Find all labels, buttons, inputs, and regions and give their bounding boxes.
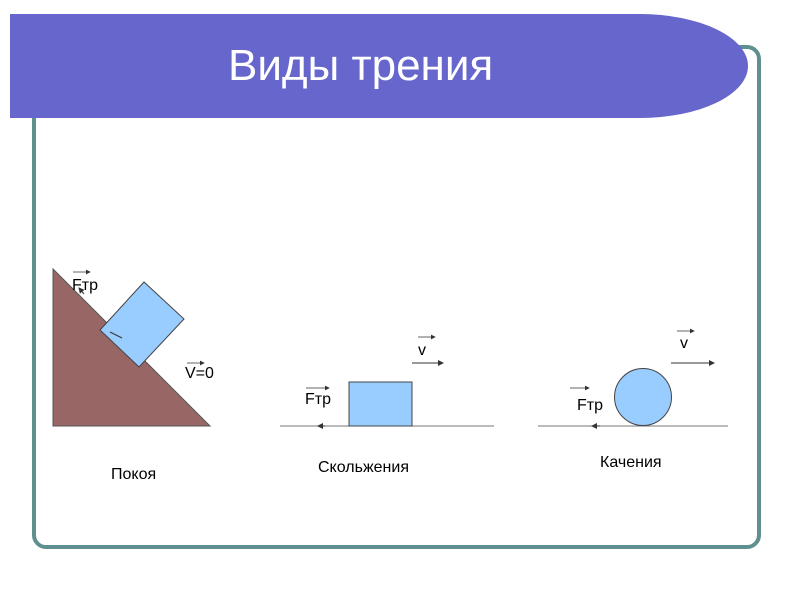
force-label: Fтр — [577, 397, 603, 414]
velocity-label: V=0 — [185, 365, 214, 382]
caption: Качения — [600, 454, 662, 471]
caption: Скольжения — [318, 459, 409, 476]
caption: Покоя — [111, 466, 156, 483]
velocity-label: v — [680, 335, 688, 352]
diagram-sliding: Fтр v Скольжения — [280, 334, 494, 476]
diagram-rest: Fтр V=0 Покоя — [52, 267, 214, 483]
block-on-incline — [99, 281, 185, 368]
sliding-block — [348, 381, 413, 427]
force-label: Fтр — [305, 391, 331, 408]
velocity-label: v — [418, 342, 426, 359]
title-banner — [10, 14, 748, 118]
force-label: Fтр — [72, 277, 98, 294]
diagram-rolling: Fтр v Качения — [538, 328, 728, 471]
slide-title: Виды трения — [228, 41, 493, 90]
friction-arrow — [78, 287, 85, 295]
rolling-ball — [614, 368, 672, 426]
